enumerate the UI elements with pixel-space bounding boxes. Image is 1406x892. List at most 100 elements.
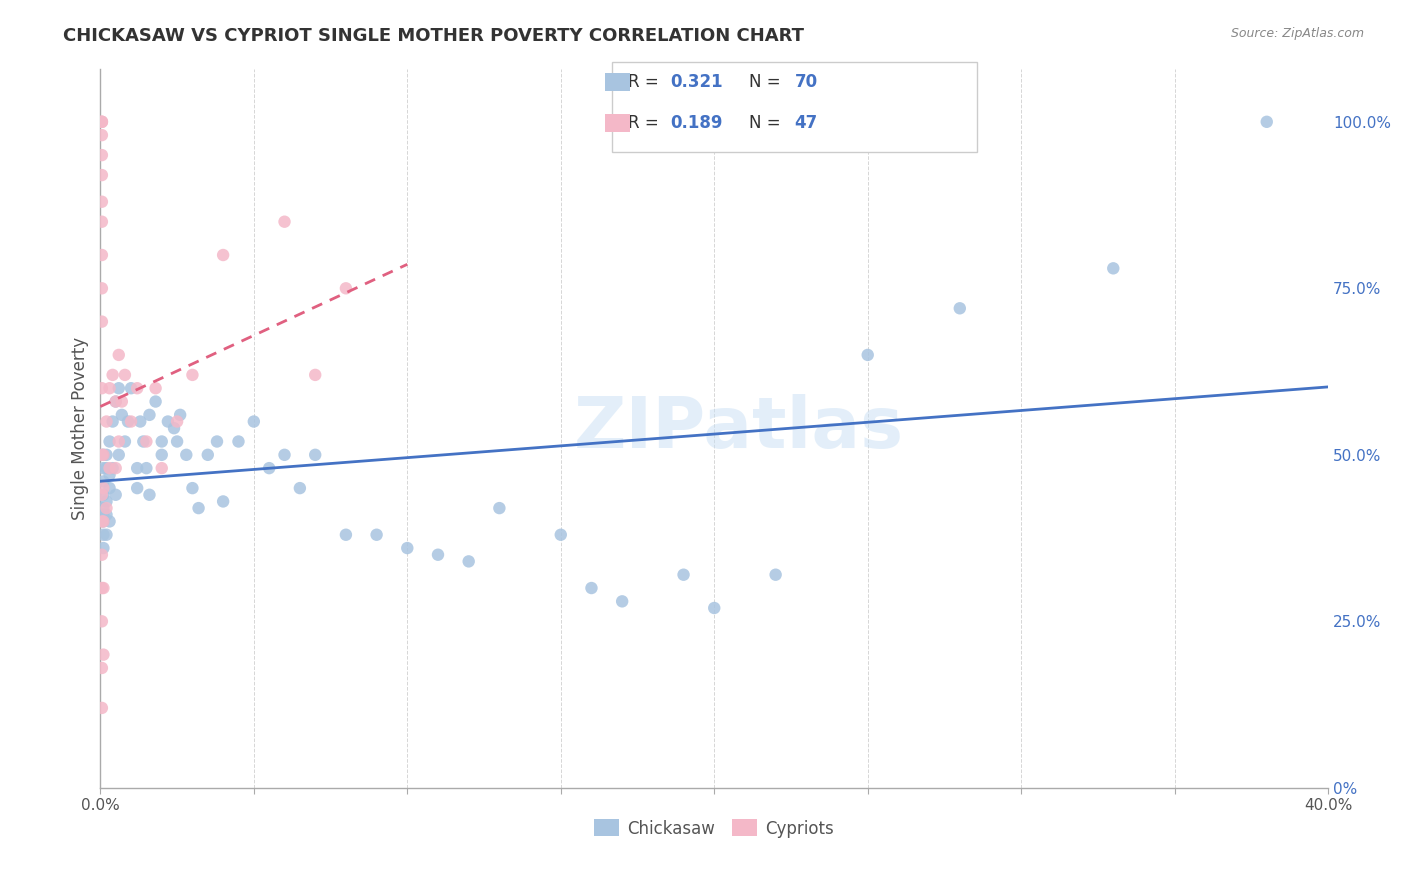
Point [96,415,118,429]
Point [107,448,129,462]
Point [335,281,357,295]
Point [96,494,118,508]
Point [101,461,124,475]
Text: N =: N = [749,73,780,91]
Point [90,281,112,295]
Point [288,481,311,495]
Point [304,368,326,382]
Point [135,434,157,449]
Point [96,448,118,462]
Point [90,128,112,142]
Point [107,434,129,449]
Point [304,448,326,462]
Point [156,415,179,429]
Point [104,461,127,475]
Point [127,381,149,395]
Point [90,381,112,395]
Point [197,448,219,462]
Point [90,488,112,502]
Point [166,434,188,449]
Point [366,527,388,541]
Point [96,461,118,475]
Point [150,448,173,462]
Point [856,348,879,362]
Point [98,434,121,449]
Point [104,394,127,409]
Point [396,541,419,555]
Point [181,481,204,495]
Point [93,475,115,489]
Text: 47: 47 [794,114,818,132]
Text: CHICKASAW VS CYPRIOT SINGLE MOTHER POVERTY CORRELATION CHART: CHICKASAW VS CYPRIOT SINGLE MOTHER POVER… [63,27,804,45]
Point [488,501,510,516]
Point [96,527,118,541]
Point [90,315,112,329]
Point [90,548,112,562]
Text: R =: R = [628,73,665,91]
Point [90,581,112,595]
Point [145,381,167,395]
Point [132,434,155,449]
Point [550,527,572,541]
Point [212,248,235,262]
Point [93,515,115,529]
Point [117,415,139,429]
Legend: Chickasaw, Cypriots: Chickasaw, Cypriots [588,813,841,844]
Point [93,515,115,529]
Point [949,301,972,316]
Point [228,434,250,449]
Point [427,548,450,562]
Point [243,415,266,429]
Text: N =: N = [749,114,780,132]
Point [120,381,142,395]
Point [93,461,115,475]
Text: R =: R = [628,114,665,132]
Point [101,415,124,429]
Point [101,368,124,382]
Point [90,148,112,162]
Point [335,527,357,541]
Point [107,348,129,362]
Point [181,368,204,382]
Point [273,448,295,462]
Text: ZIPatlas: ZIPatlas [574,393,904,463]
Point [150,434,173,449]
Point [145,394,167,409]
Point [166,415,188,429]
Point [93,448,115,462]
Point [96,508,118,522]
Point [90,168,112,182]
Point [90,115,112,129]
Text: 0.189: 0.189 [671,114,723,132]
Point [98,515,121,529]
Point [169,408,191,422]
Point [90,194,112,209]
Point [93,448,115,462]
Y-axis label: Single Mother Poverty: Single Mother Poverty [72,336,89,520]
Point [135,461,157,475]
Point [612,594,634,608]
Point [205,434,228,449]
Point [163,421,186,435]
Point [273,215,295,229]
Point [96,501,118,516]
Point [127,461,149,475]
Point [114,434,136,449]
Point [93,648,115,662]
Point [98,481,121,495]
Point [93,488,115,502]
Point [90,701,112,715]
Point [703,601,725,615]
Text: 0.321: 0.321 [671,73,723,91]
Point [129,415,152,429]
Point [98,381,121,395]
Point [90,615,112,629]
Point [107,381,129,395]
Point [98,467,121,482]
Point [98,461,121,475]
Point [90,115,112,129]
Text: Source: ZipAtlas.com: Source: ZipAtlas.com [1230,27,1364,40]
Point [90,215,112,229]
Point [120,415,142,429]
Point [212,494,235,508]
